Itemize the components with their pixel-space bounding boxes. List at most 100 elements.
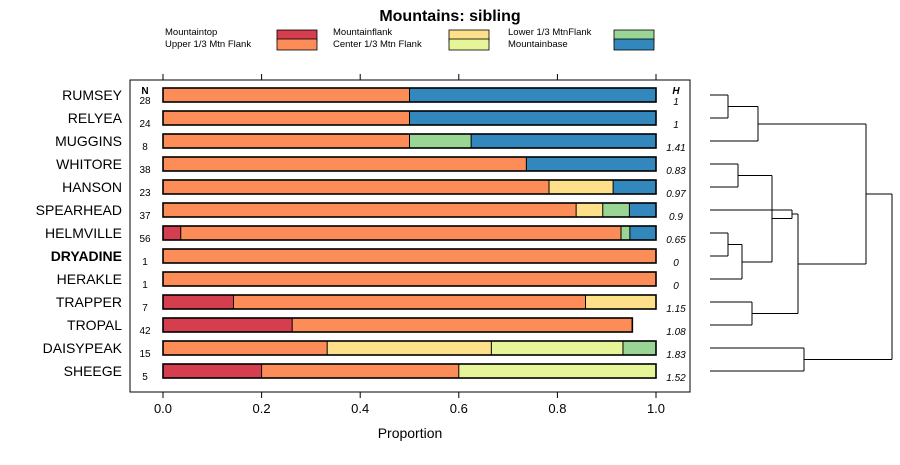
bar-outline [162,202,657,218]
h-value: 1 [673,120,679,131]
bar-segment [163,111,410,125]
h-value: 1.15 [666,304,686,315]
bar-segment [327,341,492,355]
n-value: 38 [139,165,151,176]
bar-segment [576,203,603,217]
chart-title: Mountains: sibling [379,8,520,25]
bar-segment [602,203,630,217]
h-value: 0.9 [669,212,683,223]
n-value: 1 [142,280,148,291]
bar-segment [549,180,614,194]
row-labels: RUMSEY RELYEA MUGGINS WHITORE HANSON SPEARHEA… [36,87,123,379]
row-label: MUGGINS [55,133,122,149]
bar-segment [629,226,656,240]
n-value: 5 [142,372,148,383]
row-label: RUMSEY [62,87,123,103]
bar-segment [163,318,293,332]
bar-segment [163,341,328,355]
bar-outline [162,317,634,333]
bar-segment [620,226,630,240]
bar-segment [458,364,656,378]
n-value: 42 [139,326,151,337]
h-value: 0 [673,258,679,269]
bar-segment [613,180,656,194]
bar-segment [292,318,633,332]
row-label: DRYADINE [51,248,122,264]
h-value: 1.52 [666,373,686,384]
x-tick-label: 0.6 [450,401,468,416]
bar-outline [162,179,657,195]
n-value: 24 [139,119,151,130]
x-tick-label: 0.4 [351,401,369,416]
h-value: 0.83 [666,166,686,177]
row-label: SHEEGE [64,363,122,379]
legend-label: Mountainbase [508,39,568,50]
x-tick-label: 0.0 [154,401,172,416]
bar-segment [163,249,656,263]
bar-outline [162,271,657,287]
n-value: 15 [139,349,151,360]
n-header: N [141,86,148,97]
bar-segment [585,295,656,309]
legend-label: Lower 1/3 MtnFlank [508,27,592,38]
bar-segment [233,295,586,309]
bar-segment [163,364,262,378]
n-value: 56 [139,234,151,245]
bar-segment [629,203,656,217]
legend-swatch [448,38,490,51]
bar-segment [163,295,234,309]
x-tick-label: 1.0 [647,401,665,416]
bar-segment [471,134,656,148]
bar-segment [409,111,656,125]
dendrogram-branch [710,163,773,280]
bar-outline [162,225,657,241]
h-header: H [672,86,680,97]
row-label: HELMVILLE [45,225,122,241]
n-value: 28 [139,96,151,107]
bar-outline [162,363,657,379]
legend-label: Mountaintop [165,27,217,38]
bar-segment [163,272,656,286]
bar-segment [622,341,656,355]
dendrogram-branch [710,123,893,372]
bar-segment [180,226,621,240]
plot-frame [129,79,691,393]
h-value: 0.97 [666,189,686,200]
bar-segment [409,88,656,102]
bars [162,87,657,379]
row-label: HANSON [62,179,122,195]
bar-segment [163,180,550,194]
x-tick-label: 0.2 [253,401,271,416]
bar-segment [163,157,527,171]
bar-segment [409,134,472,148]
legend-swatch [613,38,655,51]
row-label: WHITORE [56,156,122,172]
row-label: TRAPPER [56,294,122,310]
row-label: SPEARHEAD [36,202,122,218]
bar-segment [491,341,623,355]
row-label: HERAKLE [57,271,122,287]
bar-segment [163,226,181,240]
h-value: 1.08 [666,327,686,338]
bar-segment [163,134,410,148]
dendrogram-branch [710,94,759,142]
bar-segment [261,364,459,378]
legend-label: Mountainflank [333,27,392,38]
bar-segment [526,157,656,171]
h-value: 0 [673,281,679,292]
n-column: 28 24 8 38 23 37 56 1 1 7 42 15 5 [139,96,151,383]
legend-label: Upper 1/3 Mtn Flank [165,39,251,50]
legend-swatch [276,38,318,51]
bar-outline [162,294,657,310]
h-value: 1.83 [666,350,686,361]
n-value: 8 [142,142,148,153]
bar-segment [163,203,577,217]
x-axis-label: Proportion [378,425,443,441]
n-value: 7 [142,303,148,314]
h-column: 1 1 1.41 0.83 0.97 0.9 0.65 0 0 1.15 1.08 1.83 1.52 [666,97,686,384]
x-tick-label: 0.8 [548,401,566,416]
h-value: 1 [673,97,679,108]
bar-segment [163,88,410,102]
